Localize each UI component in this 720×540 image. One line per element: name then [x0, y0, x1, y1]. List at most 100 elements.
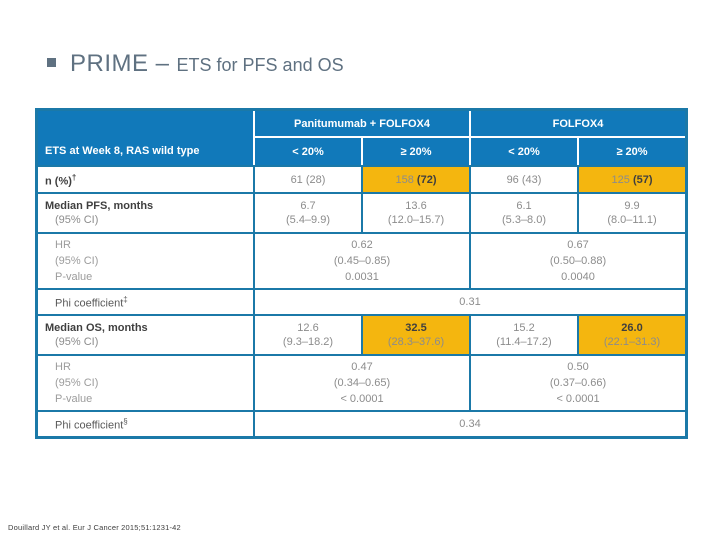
os-hr-cell-folfox: 0.50 (0.37–0.66) < 0.0001 [469, 354, 686, 410]
pfs-ci: (5.4–9.9) [285, 214, 331, 226]
os-ci: (9.3–18.2) [282, 336, 334, 348]
citation-footer: Douillard JY et al. Eur J Cancer 2015;51… [8, 523, 181, 532]
os-value: 32.5 [405, 322, 427, 334]
hr-label-line: HR [55, 361, 71, 373]
pfs-value: 6.1 [516, 200, 532, 212]
hr-ci: (0.34–0.65) [333, 377, 391, 389]
hr-value: 0.47 [351, 361, 373, 373]
os-row-label: Median OS, months (95% CI) [38, 314, 253, 354]
n-value: 125 [611, 173, 630, 186]
os-value: 26.0 [621, 322, 643, 334]
phi-label-text: Phi coefficient [55, 297, 124, 310]
os-cell-pani-lt20: 12.6 (9.3–18.2) [253, 314, 361, 354]
n-row-label-text: n (%) [45, 175, 72, 188]
hr-value: 0.67 [567, 239, 589, 251]
n-cell-pani-ge20: 158 (72) [361, 165, 469, 192]
pfs-ci: (12.0–15.7) [387, 214, 445, 226]
slide-title: PRIME – ETS for PFS and OS [47, 50, 344, 78]
subheader-pani-lt20: < 20% [253, 138, 361, 165]
hr-pvalue: 0.0040 [561, 271, 595, 283]
pfs-hr-label: HR (95% CI) P-value [38, 232, 253, 288]
hr-label-line: P-value [55, 271, 93, 283]
os-ci: (11.4–17.2) [496, 336, 552, 348]
pfs-phi-label: Phi coefficient‡ [38, 288, 253, 314]
n-cell-folfox-lt20: 96 (43) [469, 165, 577, 192]
hr-label-line: HR [55, 239, 71, 251]
os-hr-label: HR (95% CI) P-value [38, 354, 253, 410]
pfs-hr-cell-pani: 0.62 (0.45–0.85) 0.0031 [253, 232, 469, 288]
pfs-cell-folfox-ge20: 9.9 (8.0–11.1) [577, 192, 686, 232]
hr-pvalue: < 0.0001 [340, 393, 384, 405]
pfs-cell-pani-ge20: 13.6 (12.0–15.7) [361, 192, 469, 232]
pfs-phi-row: Phi coefficient‡ 0.31 [38, 288, 686, 314]
pfs-hr-row: HR (95% CI) P-value 0.62 (0.45–0.85) 0.0… [38, 232, 686, 288]
slide-title-secondary: ETS for PFS and OS [176, 55, 344, 75]
os-cell-pani-ge20: 32.5 (28.3–37.6) [361, 314, 469, 354]
pfs-value: 13.6 [405, 200, 427, 212]
hr-value: 0.50 [567, 361, 589, 373]
phi-label-text: Phi coefficient [55, 419, 124, 432]
hr-pvalue: < 0.0001 [556, 393, 600, 405]
n-pct: (43) [521, 173, 542, 186]
phi-label-sup: § [123, 417, 128, 427]
square-bullet-icon [47, 57, 56, 67]
os-hr-row: HR (95% CI) P-value 0.47 (0.34–0.65) < 0… [38, 354, 686, 410]
n-value: 96 [506, 173, 519, 186]
os-value: 12.6 [297, 322, 319, 334]
os-phi-value-cell: 0.34 [253, 410, 686, 436]
corner-header: ETS at Week 8, RAS wild type [38, 111, 253, 165]
hr-value: 0.62 [351, 239, 373, 251]
median-os-row: Median OS, months (95% CI) 12.6 (9.3–18.2… [38, 314, 686, 354]
phi-label-sup: ‡ [123, 295, 128, 305]
group-header-row: ETS at Week 8, RAS wild type Panitumumab… [38, 111, 686, 165]
median-pfs-row: Median PFS, months (95% CI) 6.7 (5.4–9.9)… [38, 192, 686, 232]
os-label-sub: (95% CI) [55, 336, 99, 348]
slide-title-primary: PRIME – [70, 50, 170, 77]
os-ci: (22.1–31.3) [603, 336, 661, 348]
n-percent-row: n (%)† 61 (28) 158 (72) 96 (43) 125 (57) [38, 165, 686, 192]
group-header-panitumumab: Panitumumab + FOLFOX4 [253, 111, 469, 138]
n-cell-pani-lt20: 61 (28) [253, 165, 361, 192]
group-header-folfox4: FOLFOX4 [469, 111, 686, 138]
hr-ci: (0.37–0.66) [549, 377, 607, 389]
pfs-value: 6.7 [300, 200, 316, 212]
subheader-row: < 20% ≥ 20% < 20% ≥ 20% [38, 138, 686, 165]
pfs-label-sub: (95% CI) [55, 214, 99, 226]
os-phi-label: Phi coefficient§ [38, 410, 253, 436]
os-ci: (28.3–37.6) [387, 336, 445, 348]
subheader-folfox-ge20: ≥ 20% [577, 138, 686, 165]
pfs-label-main: Median PFS, months [45, 200, 154, 212]
n-row-label-sup: † [71, 172, 77, 182]
n-pct: (57) [632, 173, 653, 186]
hr-label-line: P-value [55, 393, 93, 405]
hr-label-line: (95% CI) [55, 255, 99, 267]
pfs-value: 9.9 [624, 200, 640, 212]
subheader-pani-ge20: ≥ 20% [361, 138, 469, 165]
pfs-cell-pani-lt20: 6.7 (5.4–9.9) [253, 192, 361, 232]
pfs-ci: (5.3–8.0) [501, 214, 547, 226]
os-label-main: Median OS, months [45, 322, 148, 334]
n-value: 158 [395, 173, 414, 186]
hr-ci: (0.50–0.88) [549, 255, 607, 267]
ets-results-table: ETS at Week 8, RAS wild type Panitumumab… [35, 108, 689, 439]
hr-ci: (0.45–0.85) [333, 255, 391, 267]
os-value: 15.2 [513, 322, 535, 334]
n-cell-folfox-ge20: 125 (57) [577, 165, 686, 192]
os-hr-cell-pani: 0.47 (0.34–0.65) < 0.0001 [253, 354, 469, 410]
pfs-ci: (8.0–11.1) [607, 214, 657, 226]
os-cell-folfox-ge20: 26.0 (22.1–31.3) [577, 314, 686, 354]
hr-pvalue: 0.0031 [345, 271, 379, 283]
subheader-folfox-lt20: < 20% [469, 138, 577, 165]
hr-label-line: (95% CI) [55, 377, 99, 389]
os-cell-folfox-lt20: 15.2 (11.4–17.2) [469, 314, 577, 354]
pfs-row-label: Median PFS, months (95% CI) [38, 192, 253, 232]
pfs-hr-cell-folfox: 0.67 (0.50–0.88) 0.0040 [469, 232, 686, 288]
n-pct: (72) [416, 173, 437, 186]
n-pct: (28) [305, 173, 326, 186]
n-value: 61 [290, 173, 303, 186]
results-table-container: ETS at Week 8, RAS wild type Panitumumab… [35, 108, 689, 439]
os-phi-row: Phi coefficient§ 0.34 [38, 410, 686, 436]
pfs-phi-value-cell: 0.31 [253, 288, 686, 314]
pfs-cell-folfox-lt20: 6.1 (5.3–8.0) [469, 192, 577, 232]
n-row-label: n (%)† [38, 165, 253, 192]
